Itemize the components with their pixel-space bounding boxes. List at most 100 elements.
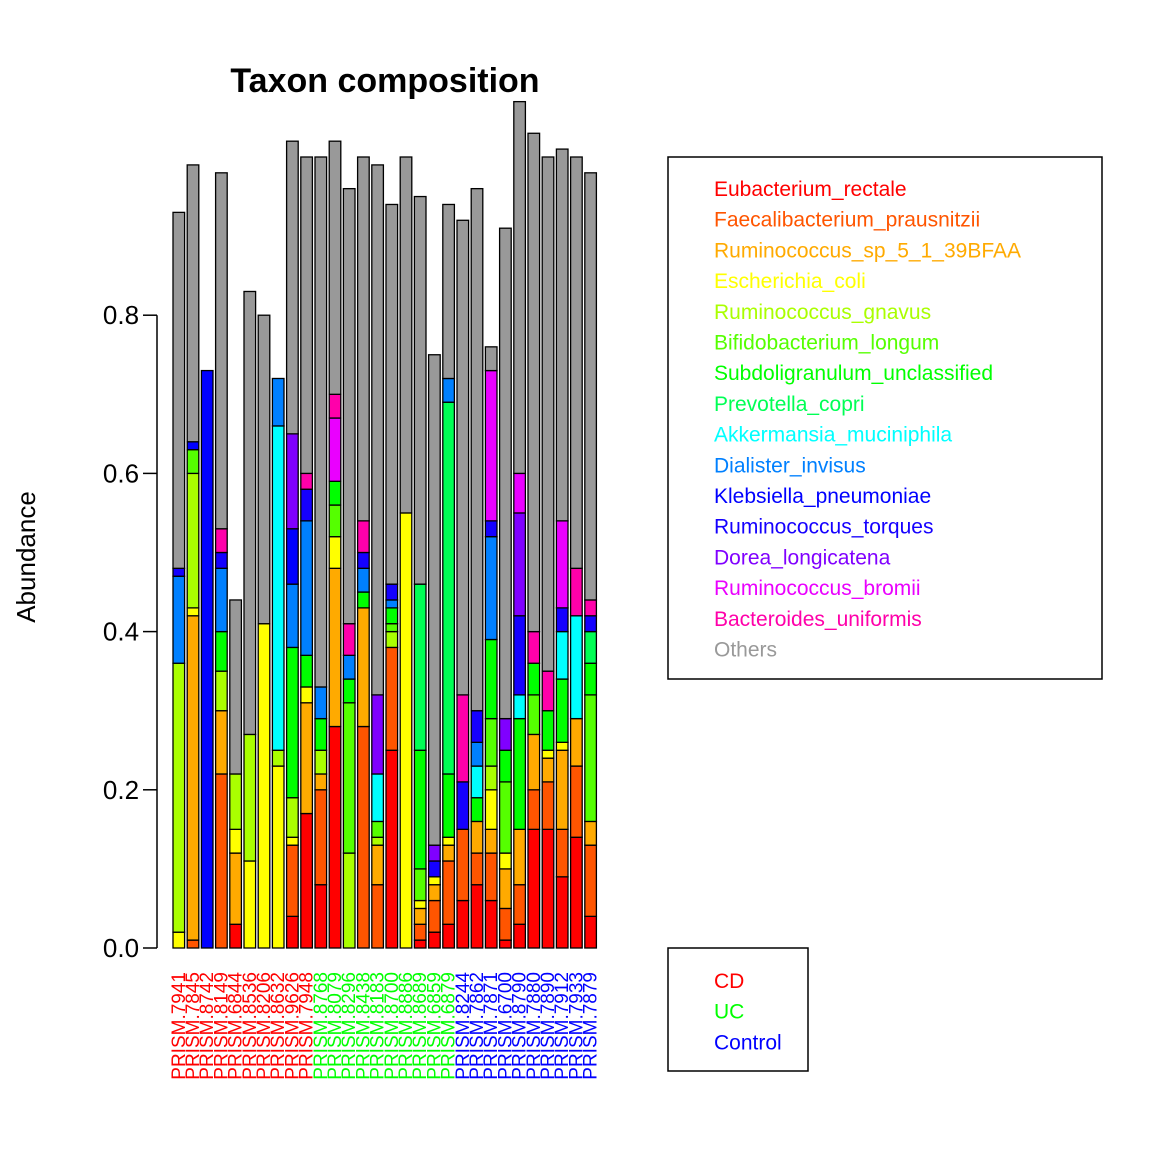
y-tick-label: 0.4 bbox=[103, 617, 139, 647]
x-tick-label: PRISM.8768 bbox=[311, 972, 332, 1080]
bar-segment bbox=[300, 702, 314, 815]
group-legend: CD UC Control bbox=[714, 970, 782, 1054]
bar-segment bbox=[285, 915, 299, 949]
bar-segment bbox=[257, 314, 271, 625]
bar-segment bbox=[527, 630, 541, 664]
bar-segment bbox=[456, 781, 470, 831]
bar-segment bbox=[498, 749, 512, 783]
bar-segment bbox=[300, 472, 314, 490]
bar-segment bbox=[328, 393, 342, 419]
bar-segment bbox=[314, 156, 328, 688]
bar-segment bbox=[527, 733, 541, 791]
stacked-bars bbox=[172, 100, 598, 949]
bar-segment bbox=[172, 211, 186, 569]
bar-segment bbox=[229, 599, 243, 775]
bar-segment bbox=[300, 520, 314, 656]
bar-stack bbox=[257, 314, 271, 949]
bar-segment bbox=[271, 765, 285, 949]
bar-segment bbox=[442, 773, 456, 838]
bar-stack bbox=[569, 156, 583, 949]
bar-segment bbox=[257, 623, 271, 949]
bar-segment bbox=[513, 512, 527, 617]
legend-entry: Ruminococcus_bromii bbox=[714, 577, 921, 600]
bar-segment bbox=[385, 583, 399, 601]
bar-stack bbox=[413, 195, 427, 949]
bar-segment bbox=[356, 725, 370, 949]
bar-segment bbox=[300, 156, 314, 475]
bar-stack bbox=[484, 346, 498, 949]
bar-segment bbox=[484, 789, 498, 830]
bar-segment bbox=[498, 939, 512, 949]
bar-segment bbox=[541, 828, 555, 949]
x-tick-label: PRISM.8183 bbox=[368, 972, 389, 1080]
bar-segment bbox=[498, 227, 512, 720]
bar-segment bbox=[356, 591, 370, 609]
x-tick-label: PRISM.7871 bbox=[481, 972, 502, 1080]
bar-segment bbox=[385, 623, 399, 633]
bar-segment bbox=[243, 733, 257, 862]
bar-segment bbox=[342, 702, 356, 854]
bar-segment bbox=[470, 741, 484, 767]
legend-entry: Bifidobacterium_longum bbox=[714, 332, 939, 355]
bar-segment bbox=[172, 662, 186, 933]
legend-entry: Eubacterium_rectale bbox=[714, 178, 907, 201]
bar-segment bbox=[442, 377, 456, 403]
bar-segment bbox=[527, 828, 541, 949]
bar-segment bbox=[186, 607, 200, 617]
bar-segment bbox=[584, 844, 598, 918]
bar-segment bbox=[456, 899, 470, 949]
bar-segment bbox=[342, 654, 356, 680]
x-tick-label: PRISM.8438 bbox=[353, 972, 374, 1080]
bar-segment bbox=[285, 797, 299, 838]
bar-stack bbox=[399, 156, 413, 949]
bar-segment bbox=[413, 907, 427, 925]
bar-segment bbox=[229, 852, 243, 925]
bar-stack bbox=[470, 187, 484, 949]
bar-segment bbox=[470, 852, 484, 886]
x-tick-label: PRISM.8149 bbox=[211, 972, 232, 1080]
bar-segment bbox=[214, 773, 228, 949]
bar-segment bbox=[484, 828, 498, 854]
chart-title: Taxon composition bbox=[230, 62, 539, 100]
x-tick-label: PRISM.8886 bbox=[396, 972, 417, 1080]
bar-segment bbox=[300, 488, 314, 522]
group-legend-entry: Control bbox=[714, 1031, 782, 1054]
bar-segment bbox=[569, 717, 583, 767]
x-tick-label: PRISM.8700 bbox=[382, 972, 403, 1080]
bar-segment bbox=[498, 852, 512, 870]
bar-segment bbox=[342, 852, 356, 949]
bar-stack bbox=[186, 164, 200, 949]
bar-segment bbox=[584, 694, 598, 823]
bar-stack bbox=[442, 203, 456, 949]
x-tick-label: PRISM.7879 bbox=[581, 972, 602, 1080]
x-tick-labels: PRISM.7941PRISM.7845PRISM.8742PRISM.8149… bbox=[169, 972, 602, 1080]
bar-segment bbox=[356, 520, 370, 554]
x-tick-label: PRISM.7948 bbox=[297, 972, 318, 1080]
x-tick-label: PRISM.8206 bbox=[254, 972, 275, 1080]
x-tick-label: PRISM.7941 bbox=[169, 972, 190, 1080]
bar-segment bbox=[314, 773, 328, 791]
x-tick-label: PRISM.8296 bbox=[339, 972, 360, 1080]
bar-segment bbox=[399, 512, 413, 949]
bar-segment bbox=[371, 820, 385, 838]
group-legend-box bbox=[667, 947, 809, 1072]
bar-segment bbox=[413, 583, 427, 751]
bar-segment bbox=[456, 219, 470, 696]
bar-segment bbox=[427, 354, 441, 846]
bar-stack bbox=[314, 156, 328, 949]
bar-segment bbox=[484, 346, 498, 372]
y-axis-label: Abundance bbox=[11, 491, 41, 623]
bar-segment bbox=[569, 765, 583, 838]
bar-segment bbox=[356, 551, 370, 569]
legend-entry: Prevotella_copri bbox=[714, 393, 865, 416]
bar-segment bbox=[513, 884, 527, 925]
bar-stack bbox=[229, 599, 243, 949]
bar-segment bbox=[285, 844, 299, 918]
bar-segment bbox=[555, 749, 569, 830]
taxon-legend-box bbox=[667, 156, 1103, 680]
bar-segment bbox=[229, 923, 243, 949]
bar-segment bbox=[243, 290, 257, 736]
bar-segment bbox=[484, 536, 498, 641]
legend-entry: Klebsiella_pneumoniae bbox=[714, 485, 931, 508]
bar-segment bbox=[456, 828, 470, 902]
